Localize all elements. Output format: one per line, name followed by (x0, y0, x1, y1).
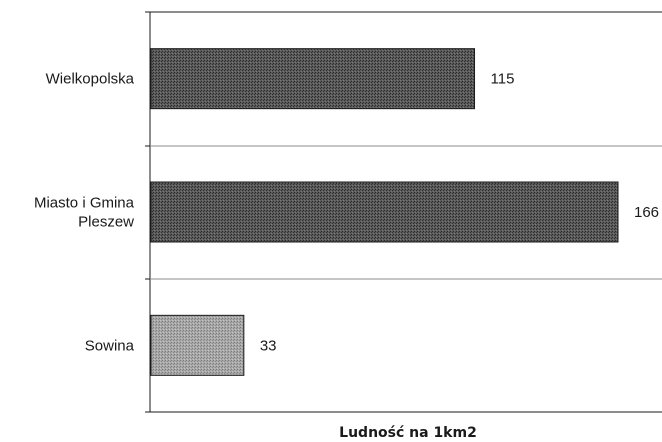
category-label-0-line-0: Wielkopolska (46, 71, 135, 88)
bar-1 (150, 181, 619, 243)
value-label-1: 166 (634, 204, 659, 221)
category-label-1-line-0: Miasto i Gmina (34, 195, 135, 212)
x-axis-title: Ludność na 1km2 (339, 425, 477, 441)
category-label-2-line-0: Sowina (85, 337, 135, 354)
bars-group (150, 48, 619, 376)
category-label-1-line-1: Pleszew (78, 214, 134, 231)
value-labels-group: 115 166 33 (260, 71, 659, 355)
bar-0 (150, 48, 476, 110)
value-label-2: 33 (260, 337, 277, 354)
value-label-0: 115 (491, 71, 515, 88)
bar-2 (150, 314, 245, 376)
category-labels-group: Wielkopolska Miasto i Gmina Pleszew Sowina (34, 71, 135, 355)
category-separators (145, 11, 662, 413)
